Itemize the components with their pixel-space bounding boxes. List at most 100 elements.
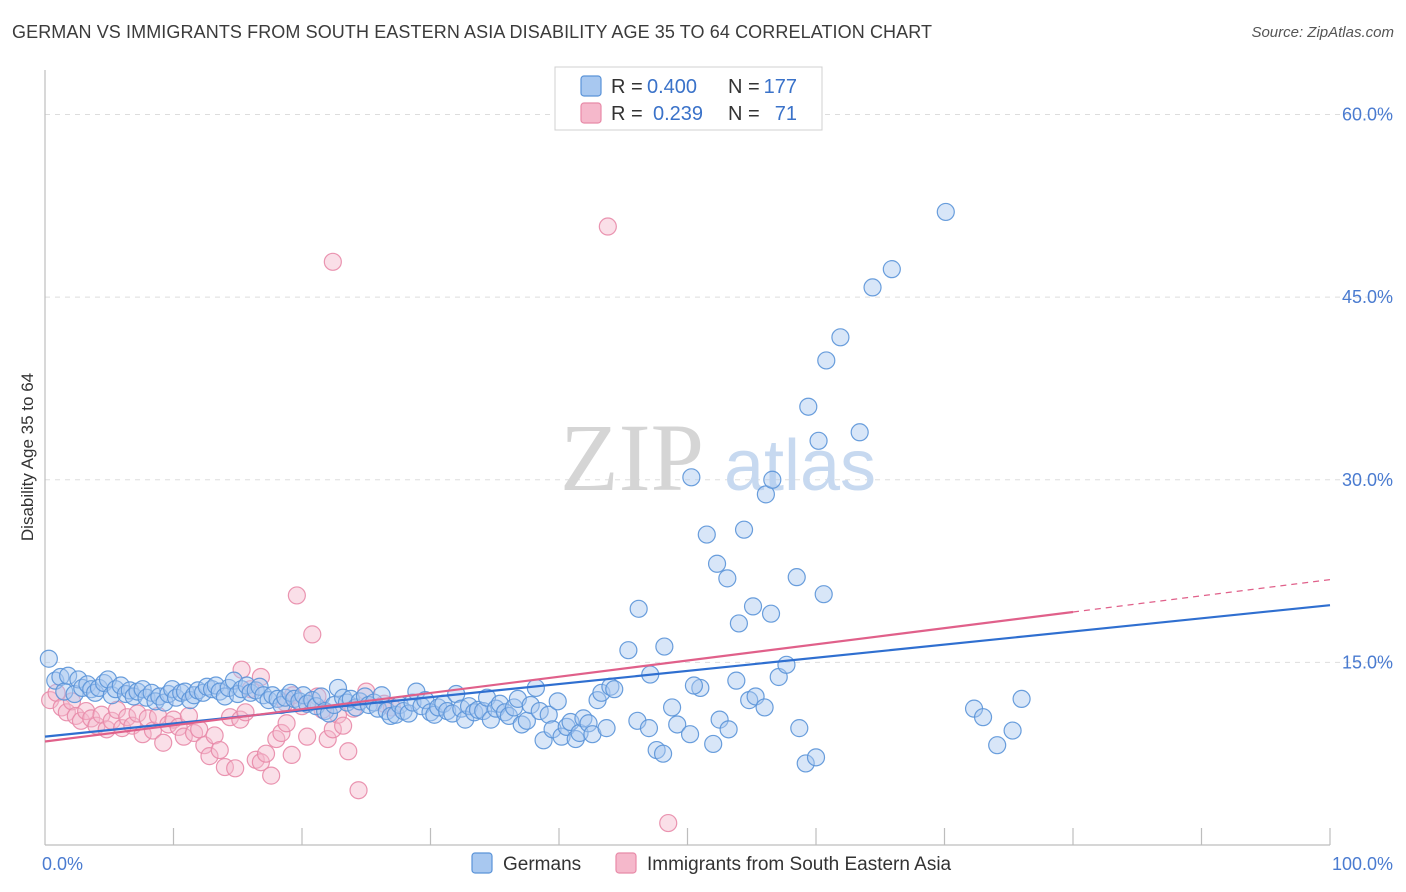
y-tick-label: 45.0% (1342, 287, 1393, 307)
x-axis-ticks (172, 828, 1331, 845)
germans-point (1012, 689, 1031, 709)
immigrants-point (282, 745, 301, 765)
germans-point (597, 719, 616, 738)
germans-point (831, 328, 850, 347)
germans-point (639, 719, 659, 738)
germans-point (137, 688, 156, 707)
watermark-zip: ZIP (560, 404, 704, 511)
germans-point (668, 715, 687, 734)
legend-r-value-blue: 0.400 (647, 76, 697, 98)
immigrants-trend-extension (1072, 578, 1331, 613)
germans-point (605, 680, 624, 699)
bottom-legend-swatch-immigrants (615, 852, 637, 874)
germans-point (704, 734, 723, 754)
immigrants-point (339, 742, 358, 761)
germans-point (250, 677, 269, 696)
immigrants-point (318, 729, 337, 749)
immigrants-point (118, 708, 137, 727)
immigrants-point (598, 217, 617, 236)
legend-n-label-pink: N = (728, 103, 760, 125)
germans-point (761, 604, 781, 623)
germans-point (697, 525, 716, 544)
legend-n-value-blue: 177 (764, 76, 797, 98)
immigrants-point (57, 703, 76, 722)
immigrants-point (174, 727, 193, 746)
immigrants-point (251, 667, 270, 687)
germans-point (777, 655, 796, 674)
immigrants-point (66, 706, 85, 726)
x-tick-label-min: 0.0% (42, 854, 83, 874)
y-axis-title: Disability Age 35 to 64 (18, 373, 37, 541)
bottom-legend-swatch-germans (471, 852, 493, 874)
immigrants-point (236, 703, 255, 722)
germans-point (155, 693, 174, 712)
immigrants-point (52, 698, 71, 717)
immigrants-point (154, 733, 173, 752)
legend-r-label-pink: R = (611, 103, 643, 125)
legend-r-value-pink: 0.239 (653, 103, 703, 125)
source-label: Source: ZipAtlas.com (1251, 24, 1394, 41)
germans-point (755, 698, 774, 717)
germans-point (662, 698, 682, 717)
germans-point (539, 705, 558, 724)
legend-swatch-blue (580, 75, 602, 97)
immigrants-point (256, 744, 276, 763)
germans-point (294, 686, 313, 705)
germans-point (734, 520, 754, 539)
germans-point (481, 710, 500, 729)
germans-point (727, 671, 746, 690)
x-tick-label-max: 100.0% (1332, 854, 1393, 874)
germans-point (863, 278, 882, 297)
immigrants-point (323, 252, 342, 271)
bottom-legend-label-immigrants: Immigrants from South Eastern Asia (647, 854, 952, 875)
chart-title: GERMAN VS IMMIGRANTS FROM SOUTH EASTERN … (12, 22, 933, 42)
germans-point (988, 736, 1007, 755)
germans-point (719, 720, 738, 739)
germans-point (1003, 721, 1022, 740)
germans-point (490, 694, 509, 713)
germans-point (790, 719, 809, 738)
germans-point (166, 688, 186, 707)
germans-point (499, 706, 518, 726)
germans-point (312, 687, 331, 706)
immigrants-point (272, 723, 291, 743)
germans-point (175, 682, 195, 701)
immigrants-point (334, 716, 353, 735)
germans-point (729, 614, 749, 633)
germans-point (809, 431, 828, 450)
germans-point (629, 599, 648, 618)
germans-point (882, 260, 901, 279)
germans-point (655, 637, 674, 656)
germans-point (521, 695, 540, 715)
germans-point (796, 754, 815, 773)
germans-point (684, 676, 704, 695)
immigrants-point (287, 586, 306, 605)
germans-point (718, 569, 737, 588)
germans-point (548, 692, 567, 711)
y-tick-label: 60.0% (1342, 105, 1393, 125)
immigrants-point (349, 781, 368, 800)
germans-point (51, 667, 70, 687)
germans-point (936, 202, 955, 222)
germans-point (619, 641, 638, 660)
immigrants-trend-line (44, 610, 1074, 743)
germans-point (682, 468, 701, 487)
y-tick-labels: 15.0% 30.0% 45.0% 60.0% (1342, 105, 1393, 673)
germans-point (552, 727, 571, 746)
germans-point (133, 680, 152, 699)
germans-point (574, 709, 593, 728)
trend-lines (44, 578, 1331, 743)
y-tick-label: 15.0% (1342, 652, 1393, 672)
watermark-atlas: atlas (724, 426, 876, 506)
immigrants-point (226, 759, 245, 778)
germans-point (530, 701, 549, 721)
germans-point (579, 714, 598, 733)
immigrants-point (128, 704, 147, 723)
legend-r-label-blue: R = (611, 76, 643, 98)
germans-point (973, 708, 993, 727)
germans-point (763, 470, 782, 489)
immigrants-point (210, 740, 229, 760)
germans-point (707, 554, 727, 573)
series-legend: Germans Immigrants from South Eastern As… (471, 852, 952, 875)
